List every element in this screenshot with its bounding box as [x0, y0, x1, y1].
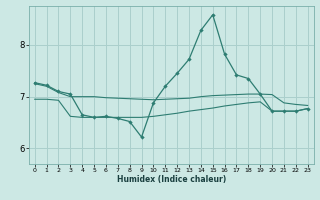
X-axis label: Humidex (Indice chaleur): Humidex (Indice chaleur) — [116, 175, 226, 184]
